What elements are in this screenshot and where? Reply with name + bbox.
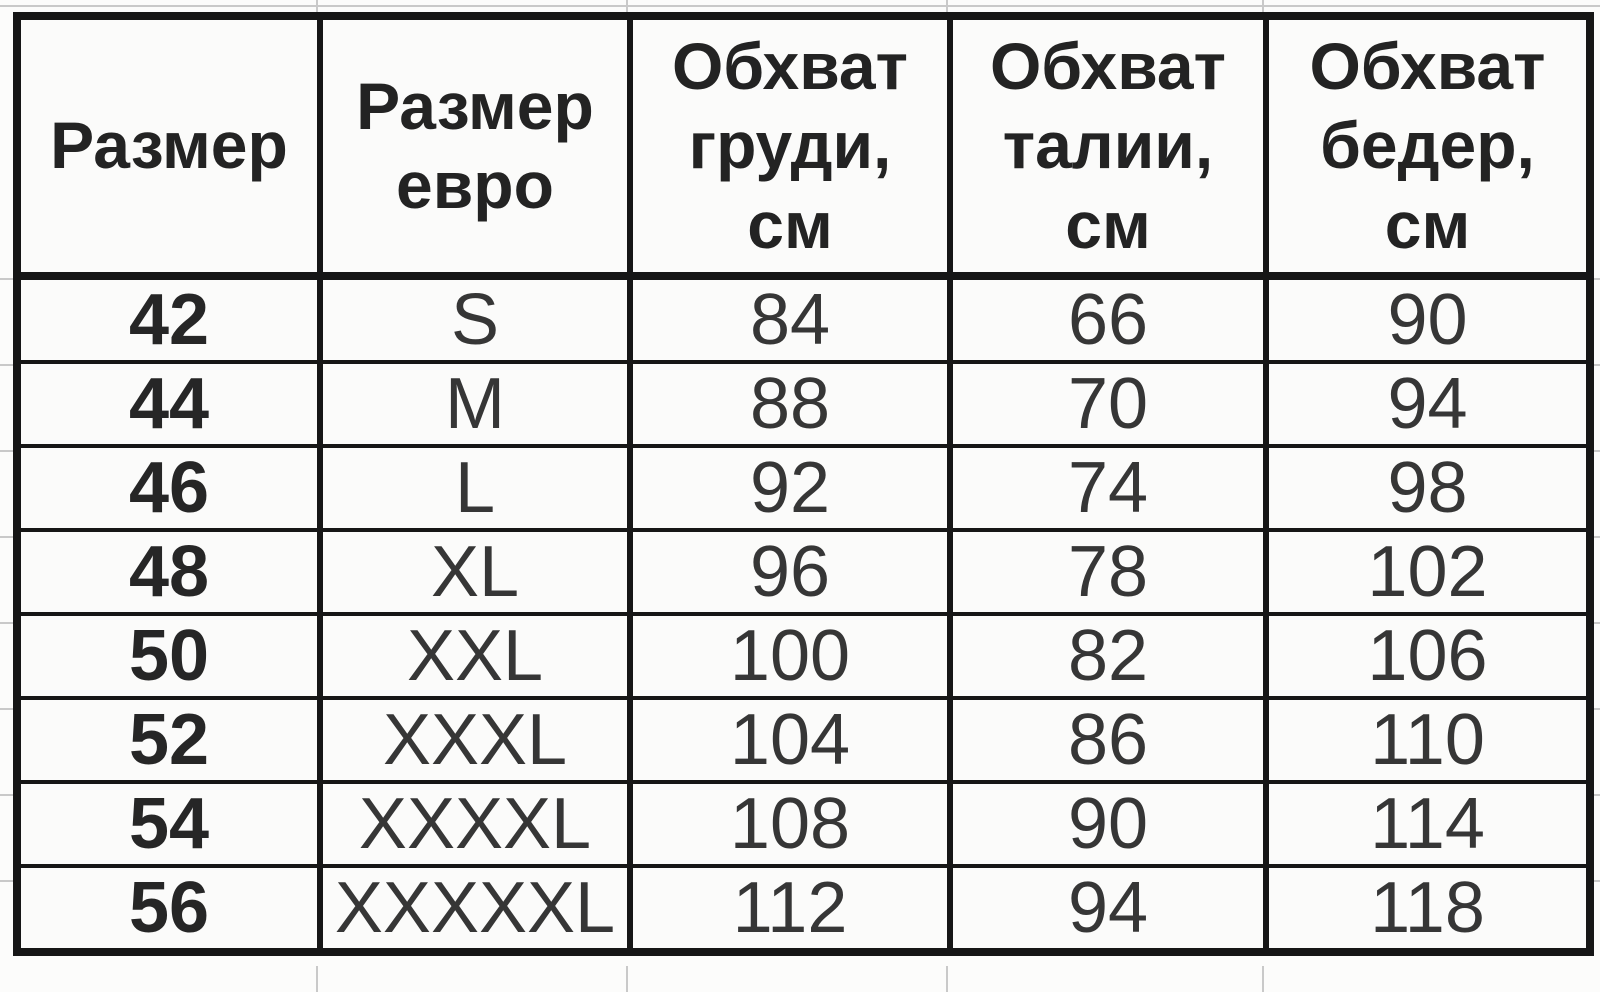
header-hips: Обхват бедер, см (1263, 13, 1593, 280)
table-row: 56 XXXXXL 112 94 118 (14, 864, 1593, 954)
gridline-stub (0, 5, 1600, 7)
data-cell-waist: 66 (947, 274, 1269, 364)
table-row: 42 S 84 66 90 (14, 274, 1593, 364)
data-cell-euro: XL (317, 528, 633, 616)
data-cell-hips: 98 (1263, 444, 1593, 532)
gridline-stub (0, 364, 13, 366)
data-cell-chest: 92 (627, 444, 953, 532)
gridline-stub (316, 966, 318, 992)
data-cell-euro: L (317, 444, 633, 532)
data-cell-waist: 74 (947, 444, 1269, 532)
data-cell-euro: M (317, 360, 633, 448)
gridline-stub (1262, 966, 1264, 992)
gridline-stub (626, 966, 628, 992)
gridline-stub (0, 622, 13, 624)
data-cell-chest: 108 (627, 780, 953, 868)
header-size-euro: Размер евро (317, 13, 633, 280)
header-waist: Обхват талии, см (947, 13, 1269, 280)
data-cell-waist: 90 (947, 780, 1269, 868)
header-chest: Обхват груди, см (627, 13, 953, 280)
size-chart-table: Размер Размер евро Обхват груди, см Обхв… (13, 12, 1594, 956)
data-cell-hips: 106 (1263, 612, 1593, 700)
data-cell-chest: 104 (627, 696, 953, 784)
data-cell-chest: 100 (627, 612, 953, 700)
data-cell-chest: 88 (627, 360, 953, 448)
table-row: 50 XXL 100 82 106 (14, 612, 1593, 700)
data-cell-waist: 86 (947, 696, 1269, 784)
gridline-stub (0, 278, 13, 280)
data-cell-size: 54 (14, 780, 323, 868)
gridline-stub (0, 880, 13, 882)
gridline-stub (0, 450, 13, 452)
header-row: Размер Размер евро Обхват груди, см Обхв… (14, 13, 1593, 280)
data-cell-hips: 118 (1263, 864, 1593, 954)
data-cell-euro: XXXL (317, 696, 633, 784)
data-cell-size: 42 (14, 274, 323, 364)
data-cell-euro: XXXXL (317, 780, 633, 868)
table-row: 52 XXXL 104 86 110 (14, 696, 1593, 784)
data-cell-size: 46 (14, 444, 323, 532)
data-cell-chest: 112 (627, 864, 953, 954)
data-cell-hips: 114 (1263, 780, 1593, 868)
data-cell-chest: 84 (627, 274, 953, 364)
data-cell-euro: XXL (317, 612, 633, 700)
table-row: 46 L 92 74 98 (14, 444, 1593, 532)
data-cell-euro: XXXXXL (317, 864, 633, 954)
data-cell-hips: 94 (1263, 360, 1593, 448)
gridline-stub (0, 794, 13, 796)
gridline-stub (0, 708, 13, 710)
data-cell-waist: 82 (947, 612, 1269, 700)
data-cell-waist: 94 (947, 864, 1269, 954)
header-size: Размер (14, 13, 323, 280)
data-cell-hips: 110 (1263, 696, 1593, 784)
gridline-stub (946, 966, 948, 992)
table-row: 44 M 88 70 94 (14, 360, 1593, 448)
table-row: 48 XL 96 78 102 (14, 528, 1593, 616)
data-cell-waist: 70 (947, 360, 1269, 448)
data-cell-waist: 78 (947, 528, 1269, 616)
data-cell-hips: 102 (1263, 528, 1593, 616)
table-row: 54 XXXXL 108 90 114 (14, 780, 1593, 868)
data-cell-hips: 90 (1263, 274, 1593, 364)
data-cell-size: 56 (14, 864, 323, 954)
data-cell-chest: 96 (627, 528, 953, 616)
data-cell-size: 52 (14, 696, 323, 784)
data-cell-size: 50 (14, 612, 323, 700)
data-cell-euro: S (317, 274, 633, 364)
data-cell-size: 48 (14, 528, 323, 616)
gridline-stub (0, 536, 13, 538)
data-cell-size: 44 (14, 360, 323, 448)
